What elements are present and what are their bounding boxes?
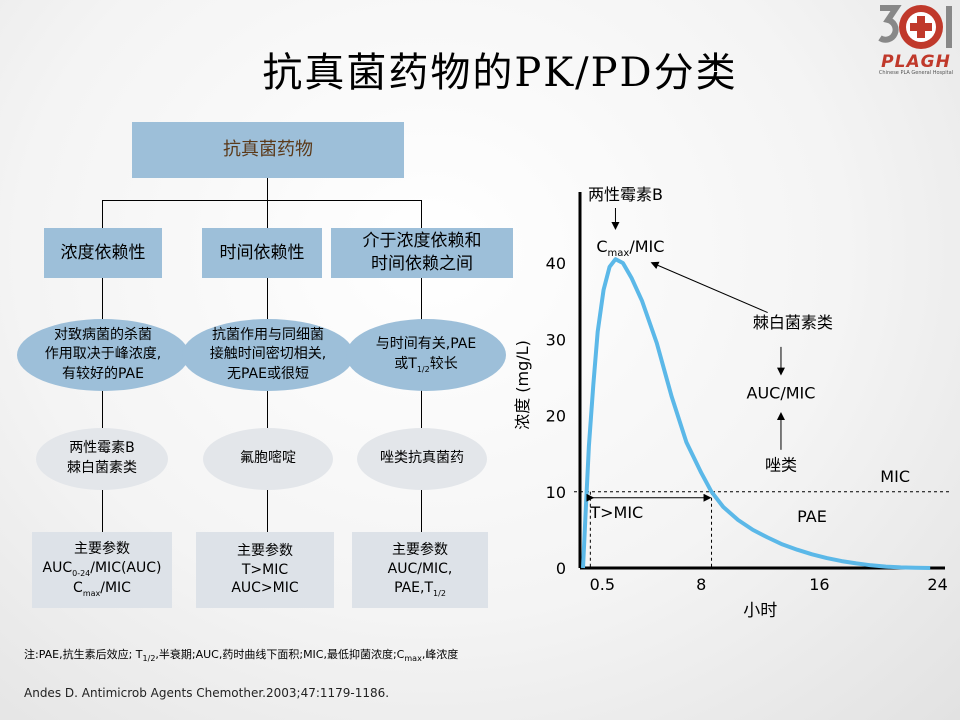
logo-text: PLAGH (881, 52, 951, 72)
params-title: 主要参数 (74, 540, 130, 557)
drug-name: 唑类抗真菌药 (380, 450, 464, 467)
description-ellipse: 抗菌作用与同细菌 接触时间密切相关, 无PAE或很短 (182, 319, 354, 391)
param-item: Cmax/MIC (73, 580, 131, 599)
connector-line (421, 200, 422, 228)
connector-line (267, 178, 268, 200)
param-item: PAE,T1/2 (394, 579, 446, 598)
connector-line (102, 200, 422, 201)
x-tick-label: 16 (809, 575, 829, 594)
drug-ellipse: 两性霉素B 棘白菌素类 (36, 428, 168, 490)
y-tick-label: 20 (546, 407, 566, 426)
drug-name: 两性霉素B (69, 440, 135, 457)
pae-label: PAE (797, 507, 827, 526)
auc-mic-label: AUC/MIC (747, 384, 816, 403)
hospital-logo: PLAGH Chinese PLA General Hospital (876, 2, 956, 76)
connector-line (267, 200, 268, 228)
connector-line (102, 200, 103, 228)
drug-ellipse: 唑类抗真菌药 (357, 428, 487, 490)
logo-mark-icon (878, 5, 952, 49)
t-mic-label: T>MIC (589, 503, 643, 522)
y-tick-label: 10 (546, 483, 566, 502)
drug-ellipse: 氟胞嘧啶 (203, 428, 333, 490)
description-line: 无PAE或很短 (227, 365, 309, 382)
category-time-dependent: 时间依赖性 (202, 228, 322, 278)
x-axis-label: 小时 (743, 601, 777, 621)
params-box: 主要参数 T>MIC AUC>MIC (196, 532, 334, 608)
drug-name: 氟胞嘧啶 (240, 450, 296, 467)
category-concentration-dependent: 浓度依赖性 (44, 228, 162, 278)
x-tick-label: 0.5 (590, 575, 615, 594)
y-tick-label: 0 (556, 559, 566, 578)
category-intermediate-line: 时间依赖之间 (371, 254, 473, 274)
reference: Andes D. Antimicrob Agents Chemother.200… (24, 686, 390, 700)
x-tick-label: 8 (696, 575, 706, 594)
params-box: 主要参数 AUC/MIC, PAE,T1/2 (352, 532, 488, 608)
description-ellipse: 与时间有关,PAE 或T1/2较长 (346, 319, 506, 391)
y-axis-label: 浓度 (mg/L) (513, 340, 532, 430)
mic-label: MIC (880, 467, 910, 486)
cmax-label: Cmax/MIC (596, 237, 664, 259)
amphotericin-label: 两性霉素B (588, 185, 663, 204)
page-title: 抗真菌药物的PK/PD分类 (262, 50, 738, 96)
params-title: 主要参数 (392, 541, 448, 558)
description-line: 作用取决于峰浓度, (44, 346, 162, 363)
category-intermediate-line: 介于浓度依赖和 (362, 231, 482, 252)
param-item: T>MIC (241, 561, 289, 578)
azole-label: 唑类 (765, 455, 797, 474)
logo-subtitle: Chinese PLA General Hospital (878, 70, 954, 76)
concentration-curve (581, 257, 931, 570)
y-tick-label: 30 (546, 330, 566, 349)
root-node: 抗真菌药物 (132, 122, 404, 178)
pk-concentration-chart: 0 10 20 30 40 0.5 8 16 24 小时 浓度 (mg/L) T>MIC MIC PAE 两… (513, 185, 950, 621)
description-line: 或T1/2较长 (394, 355, 458, 374)
description-line: 接触时间密切相关, (209, 346, 327, 363)
echinocandin-label: 棘白菌素类 (753, 313, 833, 332)
connector-line (102, 278, 103, 532)
connector-line (421, 278, 422, 532)
category-intermediate: 介于浓度依赖和 时间依赖之间 (331, 228, 513, 278)
param-item: AUC/MIC, (387, 560, 453, 577)
param-item: AUC0-24/MIC(AUC) (42, 559, 162, 578)
drug-name: 棘白菌素类 (67, 460, 137, 476)
description-line: 有较好的PAE (62, 365, 144, 382)
params-title: 主要参数 (237, 542, 293, 559)
description-ellipse: 对致病菌的杀菌 作用取决于峰浓度, 有较好的PAE (17, 319, 189, 391)
y-tick-label: 40 (546, 254, 566, 273)
description-line: 与时间有关,PAE (375, 336, 477, 353)
x-tick-label: 24 (927, 575, 947, 594)
param-item: AUC>MIC (231, 580, 299, 597)
params-box: 主要参数 AUC0-24/MIC(AUC) Cmax/MIC (32, 532, 172, 608)
description-line: 对致病菌的杀菌 (54, 326, 152, 343)
echinocandin-arrow-cmax (650, 261, 768, 314)
footnote: 注:PAE,抗生素后效应; T1/2,半衰期;AUC,药时曲线下面积;MIC,最… (24, 648, 459, 664)
connector-line (267, 278, 268, 532)
description-line: 抗菌作用与同细菌 (212, 326, 324, 343)
